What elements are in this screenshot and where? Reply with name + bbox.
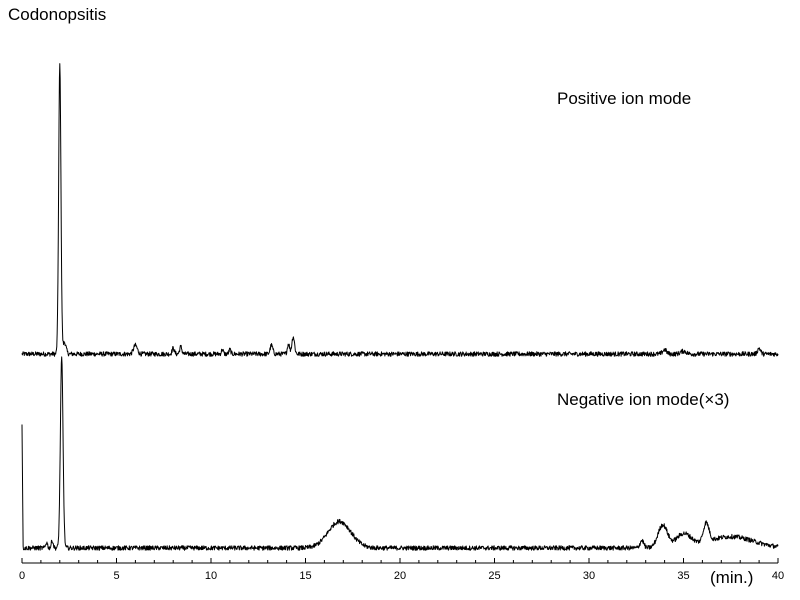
x-tick-label: 20 (394, 570, 406, 582)
x-tick-label: 40 (772, 570, 784, 582)
x-tick-label: 25 (488, 570, 500, 582)
x-axis: 0 5 10 15 20 25 30 35 40 (19, 558, 784, 582)
chart-title: Codonopsitis (8, 5, 107, 24)
x-tick-label: 5 (113, 570, 119, 582)
x-tick-label: 10 (205, 570, 217, 582)
x-tick-label: 35 (677, 570, 689, 582)
x-tick-label: 0 (19, 570, 25, 582)
negative-ion-trace (21, 356, 779, 551)
legend-negative-ion-mode: Negative ion mode(×3) (557, 390, 729, 409)
legend-positive-ion-mode: Positive ion mode (557, 89, 691, 108)
positive-ion-trace (21, 63, 779, 357)
x-tick-label: 15 (299, 570, 311, 582)
traces-group (21, 63, 779, 551)
x-axis-label: (min.) (710, 568, 753, 587)
x-tick-label: 30 (583, 570, 595, 582)
